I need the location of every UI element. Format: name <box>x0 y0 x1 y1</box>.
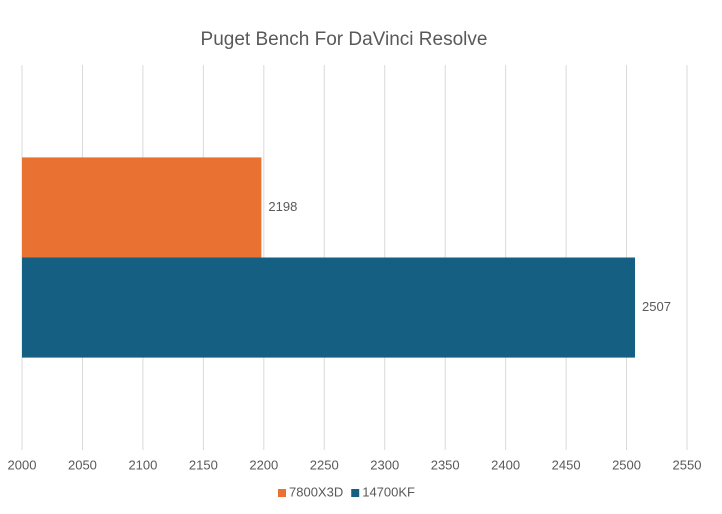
x-tick-label: 2000 <box>8 457 37 472</box>
bar <box>22 157 262 258</box>
x-tick-label: 2150 <box>189 457 218 472</box>
x-tick-label: 2450 <box>552 457 581 472</box>
x-tick-label: 2250 <box>310 457 339 472</box>
x-tick-label: 2300 <box>370 457 399 472</box>
bar <box>22 257 636 358</box>
x-tick-label: 2550 <box>673 457 702 472</box>
x-tick-label: 2500 <box>612 457 641 472</box>
legend-label: 14700KF <box>362 484 415 499</box>
legend-swatch <box>351 489 360 497</box>
x-tick-label: 2050 <box>68 457 97 472</box>
legend-swatch <box>278 489 286 497</box>
data-label: 2198 <box>268 199 297 214</box>
x-tick-label: 2400 <box>491 457 520 472</box>
x-tick-label: 2200 <box>249 457 278 472</box>
x-tick-label: 2350 <box>431 457 460 472</box>
data-label: 2507 <box>642 299 671 314</box>
chart-title: Puget Bench For DaVinci Resolve <box>201 29 488 50</box>
x-tick-label: 2100 <box>128 457 157 472</box>
legend-label: 7800X3D <box>289 484 343 499</box>
